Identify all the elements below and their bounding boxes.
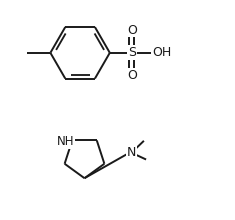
Text: O: O (127, 24, 137, 37)
Text: S: S (128, 46, 136, 59)
Text: O: O (127, 69, 137, 82)
Text: OH: OH (152, 46, 171, 59)
Text: NH: NH (56, 135, 74, 148)
Text: N: N (127, 146, 137, 160)
